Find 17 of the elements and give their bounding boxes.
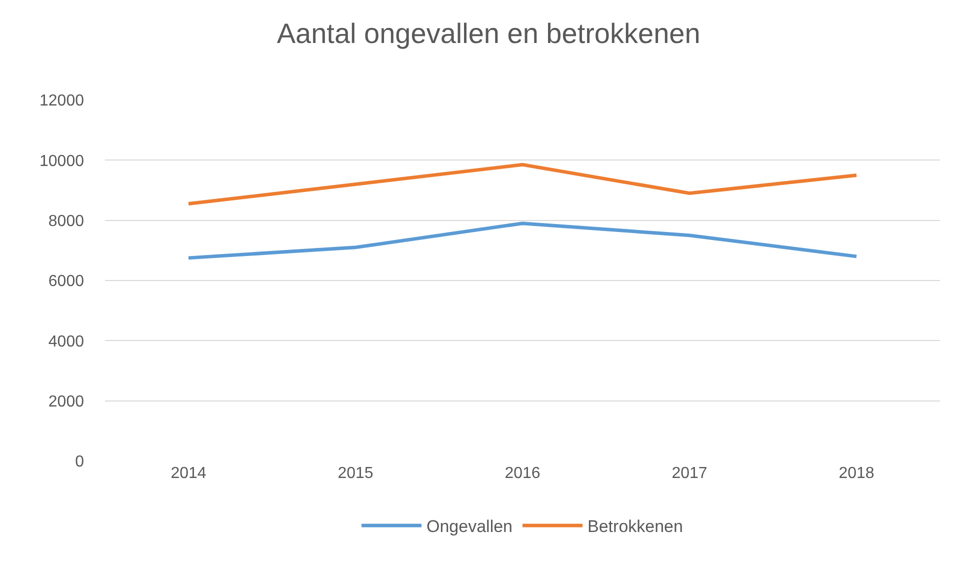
chart-title: Aantal ongevallen en betrokkenen [276,18,700,49]
legend-label: Ongevallen [426,517,513,536]
y-tick-label: 4000 [48,333,84,350]
y-tick-label: 8000 [48,212,84,230]
x-tick-label: 2016 [504,465,540,482]
x-tick-label: 2017 [672,465,708,482]
legend-label: Betrokkenen [588,517,683,536]
y-tick-label: 10000 [40,152,84,170]
x-tick-label: 2015 [338,465,374,482]
y-tick-label: 6000 [48,273,84,290]
y-tick-label: 12000 [40,92,84,110]
x-tick-label: 2014 [170,465,206,482]
line-series [186,222,858,260]
y-tick-label: 0 [75,454,84,471]
x-tick-label: 2018 [838,465,874,482]
y-tick-label: 2000 [48,393,84,410]
line-series [186,162,858,206]
